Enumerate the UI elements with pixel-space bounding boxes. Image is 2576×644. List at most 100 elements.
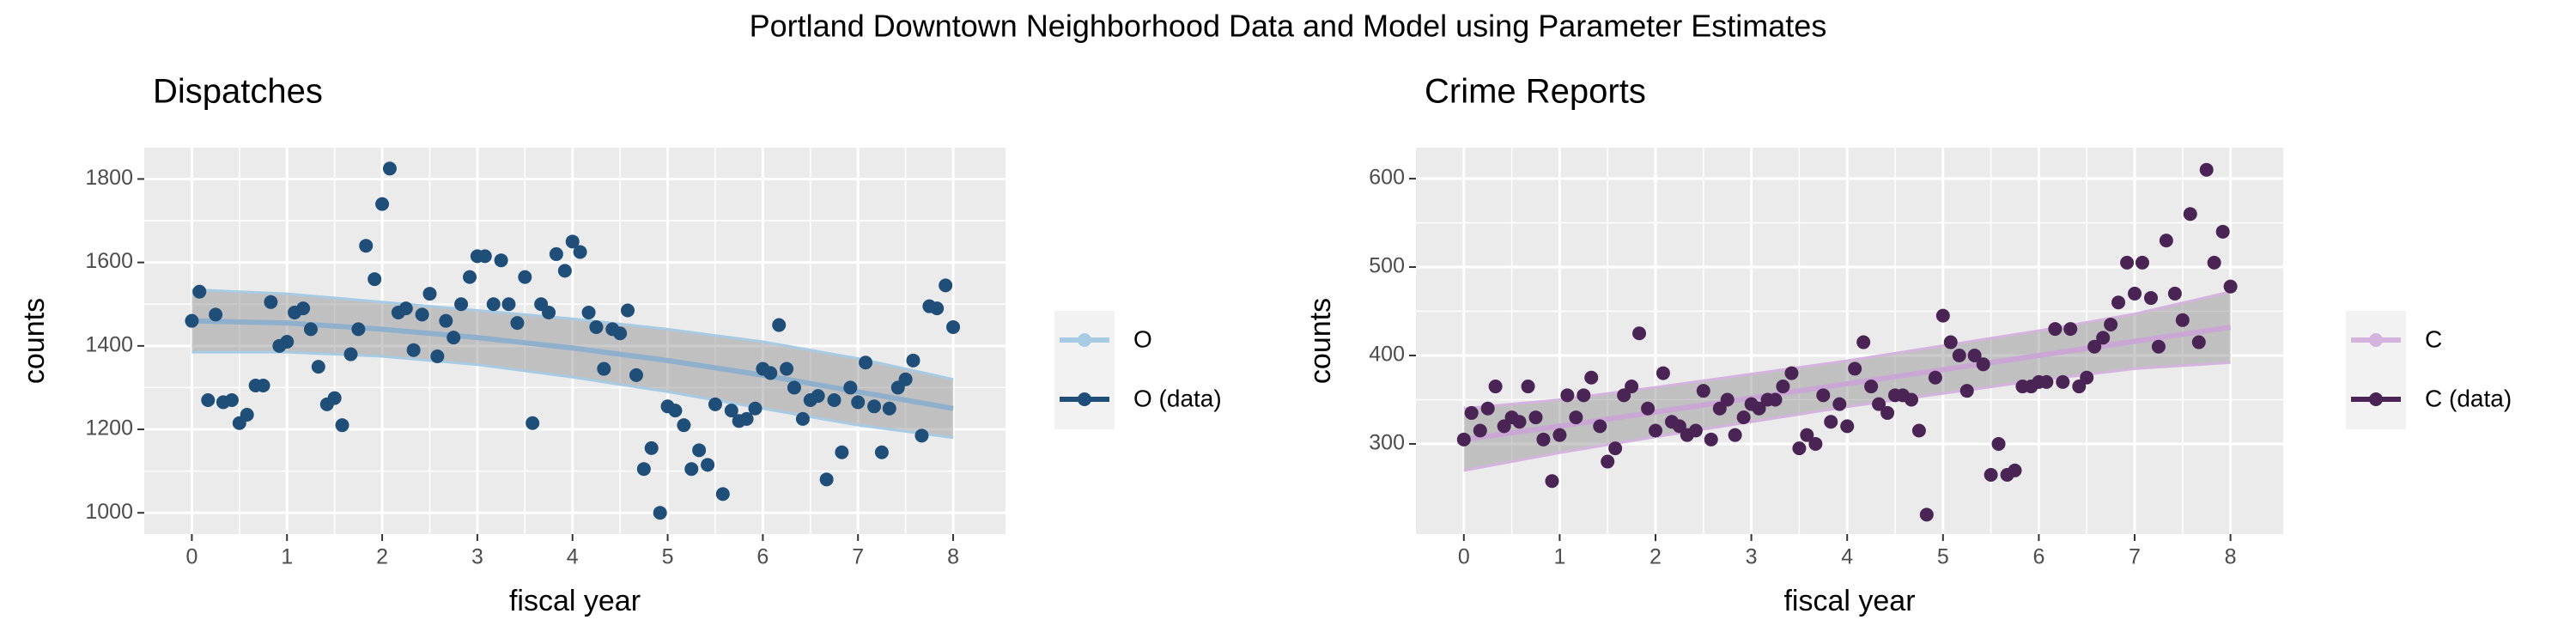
data-point <box>613 326 628 341</box>
data-point <box>1935 308 1950 323</box>
data-point <box>549 246 563 261</box>
data-point <box>1984 468 1998 483</box>
data-point <box>1601 454 1615 469</box>
data-point <box>653 506 667 520</box>
x-tick-label: 2 <box>376 545 388 569</box>
data-point <box>1824 415 1838 429</box>
data-point <box>715 487 730 501</box>
x-tick-label: 8 <box>2225 545 2237 569</box>
band-edge <box>191 350 954 440</box>
data-point <box>240 408 254 422</box>
data-point <box>684 462 699 477</box>
data-point <box>1840 419 1855 434</box>
data-point <box>368 272 382 287</box>
data-point <box>201 393 216 408</box>
data-point <box>2048 322 2063 337</box>
y-tick-label: 1400 <box>85 332 133 356</box>
x-tick-label: 5 <box>662 545 674 569</box>
data-point <box>636 462 651 477</box>
data-point <box>1545 474 1559 489</box>
data-point <box>1904 392 1918 407</box>
legend-label: O <box>1133 325 1152 352</box>
data-point <box>256 378 270 392</box>
data-point <box>296 301 311 316</box>
data-point <box>2175 313 2190 327</box>
y-tick-label: 600 <box>1369 166 1405 190</box>
data-point <box>668 404 683 418</box>
data-point <box>2135 255 2149 270</box>
data-point <box>375 197 390 211</box>
data-point <box>1832 397 1847 411</box>
data-point <box>2039 374 2054 389</box>
data-point <box>1560 388 1575 403</box>
data-point <box>1704 432 1718 447</box>
y-axis-title: counts <box>1304 298 1337 384</box>
data-point <box>343 347 358 361</box>
data-point <box>819 472 834 487</box>
data-point <box>1752 401 1766 416</box>
x-tick-label: 4 <box>567 545 579 569</box>
data-point <box>1625 380 1639 394</box>
data-point <box>1632 326 1647 341</box>
y-tick-label: 400 <box>1369 343 1405 367</box>
panel-title: Dispatches <box>153 73 323 111</box>
data-point <box>1464 405 1479 420</box>
data-point <box>501 297 516 312</box>
data-point <box>2111 295 2126 310</box>
data-point <box>1456 432 1471 447</box>
data-point <box>2215 224 2230 239</box>
data-point <box>780 361 794 376</box>
x-axis-title: fiscal year <box>509 585 641 617</box>
data-point <box>724 404 738 418</box>
x-tick-label: 7 <box>852 545 864 569</box>
y-tick-label: 500 <box>1369 254 1405 278</box>
figure-title: Portland Downtown Neighborhood Data and … <box>750 9 1827 44</box>
y-tick-label: 1200 <box>85 416 133 440</box>
data-point <box>2104 317 2118 331</box>
data-point <box>827 393 841 408</box>
data-point <box>1584 370 1599 385</box>
legend-point <box>2369 333 2383 347</box>
data-point <box>1880 405 1895 420</box>
data-point <box>1776 380 1790 394</box>
data-point <box>2087 339 2102 354</box>
data-point <box>1641 401 1656 416</box>
data-point <box>1528 410 1543 425</box>
x-tick-label: 0 <box>1458 545 1470 569</box>
data-point <box>542 305 556 319</box>
data-point <box>209 307 223 322</box>
data-point <box>1593 419 1607 434</box>
data-point <box>406 343 421 357</box>
legend-point <box>2369 392 2383 406</box>
x-tick-label: 4 <box>1841 545 1853 569</box>
x-tick-label: 0 <box>185 545 197 569</box>
data-point <box>1800 428 1814 442</box>
data-point <box>748 401 762 416</box>
data-point <box>1848 361 1862 376</box>
x-tick-label: 3 <box>1746 545 1758 569</box>
data-point <box>224 393 239 408</box>
x-tick-label: 1 <box>281 545 293 569</box>
data-point <box>1696 384 1710 398</box>
data-point <box>1569 410 1583 425</box>
data-point <box>494 253 508 268</box>
x-tick-label: 6 <box>756 545 769 569</box>
band-edge <box>1463 361 2231 472</box>
data-point <box>677 418 691 433</box>
x-tick-label: 5 <box>1937 545 1949 569</box>
data-point <box>359 239 374 253</box>
band-edge <box>1463 290 2231 410</box>
data-point <box>1521 380 1535 394</box>
data-point <box>486 297 501 312</box>
data-point <box>2143 291 2158 306</box>
data-point <box>1512 415 1527 429</box>
data-point <box>573 245 587 259</box>
data-point <box>415 307 429 322</box>
data-point <box>851 395 866 410</box>
data-point <box>557 264 572 278</box>
data-point <box>1552 428 1567 442</box>
data-point <box>2120 255 2135 270</box>
data-point <box>811 389 825 404</box>
data-point <box>581 305 596 319</box>
